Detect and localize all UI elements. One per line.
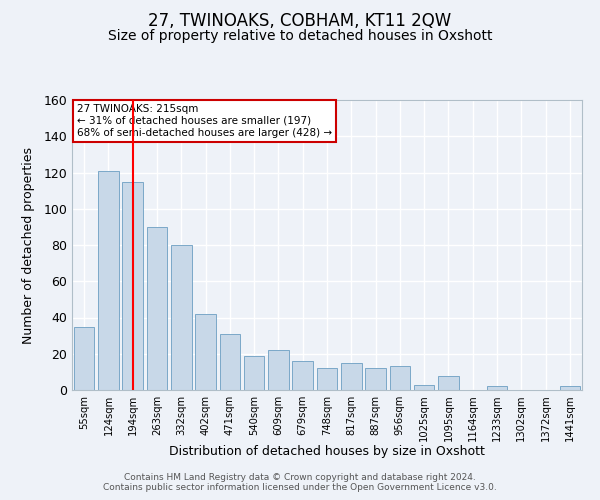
Bar xyxy=(146,227,167,390)
Text: Contains HM Land Registry data © Crown copyright and database right 2024.
Contai: Contains HM Land Registry data © Crown c… xyxy=(103,473,497,492)
Bar xyxy=(171,245,191,390)
Bar xyxy=(389,366,410,390)
Bar xyxy=(268,350,289,390)
Bar xyxy=(292,361,313,390)
Bar xyxy=(414,384,434,390)
Text: Distribution of detached houses by size in Oxshott: Distribution of detached houses by size … xyxy=(169,444,485,458)
Bar xyxy=(122,182,143,390)
Text: Size of property relative to detached houses in Oxshott: Size of property relative to detached ho… xyxy=(108,29,492,43)
Bar xyxy=(195,314,216,390)
Bar xyxy=(365,368,386,390)
Bar xyxy=(438,376,459,390)
Text: 27 TWINOAKS: 215sqm
← 31% of detached houses are smaller (197)
68% of semi-detac: 27 TWINOAKS: 215sqm ← 31% of detached ho… xyxy=(77,104,332,138)
Bar xyxy=(98,170,119,390)
Bar xyxy=(317,368,337,390)
Bar xyxy=(341,363,362,390)
Bar xyxy=(487,386,508,390)
Bar xyxy=(74,326,94,390)
Y-axis label: Number of detached properties: Number of detached properties xyxy=(22,146,35,344)
Text: 27, TWINOAKS, COBHAM, KT11 2QW: 27, TWINOAKS, COBHAM, KT11 2QW xyxy=(148,12,452,30)
Bar xyxy=(220,334,240,390)
Bar xyxy=(244,356,265,390)
Bar xyxy=(560,386,580,390)
